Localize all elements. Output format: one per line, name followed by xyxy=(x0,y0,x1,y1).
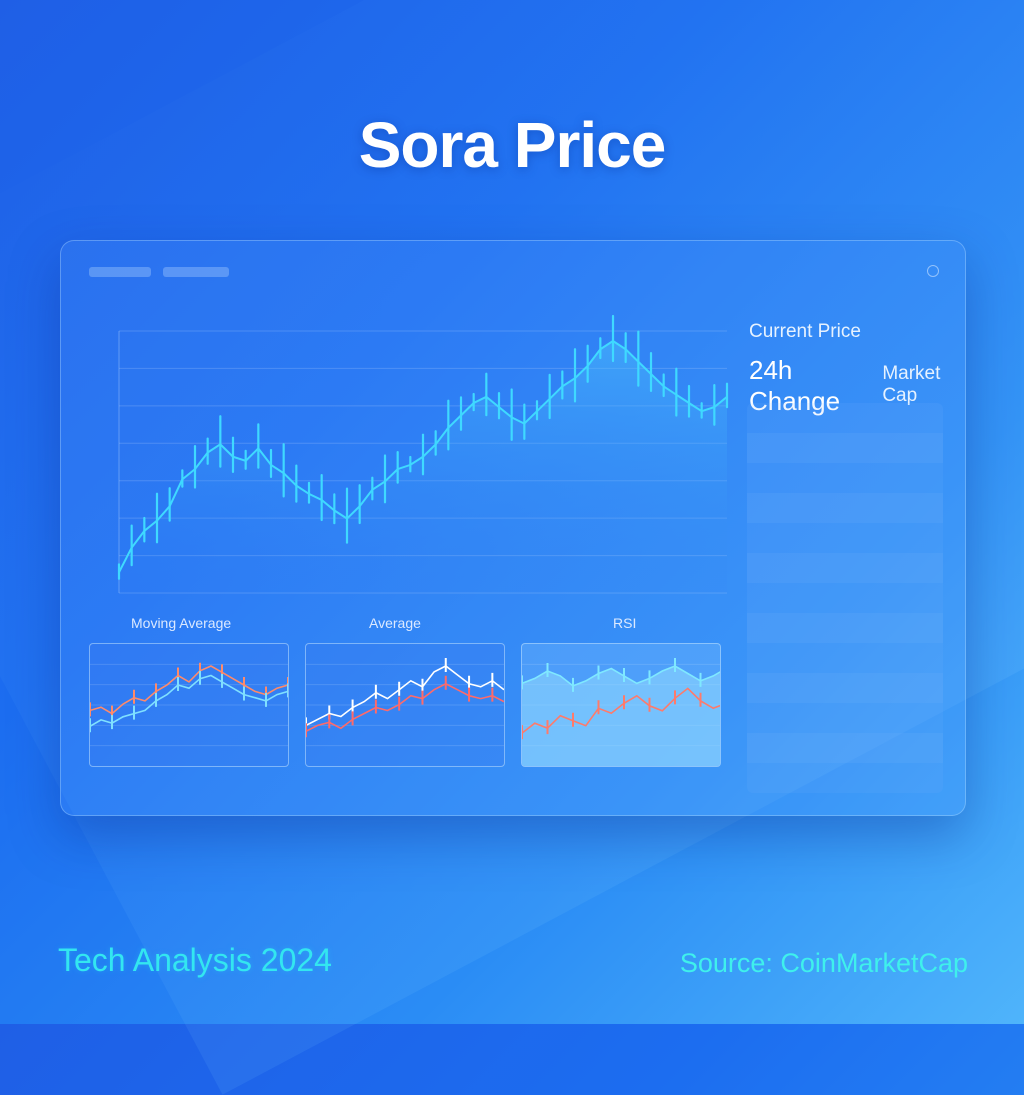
moving-average-label: Moving Average xyxy=(131,615,232,631)
mini-chart-rsi xyxy=(521,643,721,767)
table-row xyxy=(747,553,943,583)
stats-panel: Current Price 24h Change Market Cap xyxy=(749,321,965,417)
current-price-label: Current Price xyxy=(749,321,861,342)
mini-chart-moving-average xyxy=(89,643,289,767)
market-table xyxy=(747,403,943,793)
price-chart xyxy=(117,314,729,594)
dashboard-panel: Current Price 24h Change Market Cap Movi… xyxy=(60,240,966,816)
tab-bar xyxy=(89,267,229,277)
market-cap-label: Market Cap xyxy=(882,363,941,406)
table-row xyxy=(747,673,943,703)
table-row xyxy=(747,703,943,733)
mini-line xyxy=(90,674,288,727)
page-title: Sora Price xyxy=(358,109,667,181)
table-row xyxy=(747,523,943,553)
table-row xyxy=(747,613,943,643)
mini-line xyxy=(90,665,288,715)
average-label: Average xyxy=(369,615,421,631)
settings-icon[interactable] xyxy=(927,265,939,277)
table-row xyxy=(747,643,943,673)
footer-tagline: Tech Analysis 2024 xyxy=(58,942,332,978)
table-row xyxy=(747,463,943,493)
mini-line xyxy=(306,682,504,733)
tab-placeholder-2[interactable] xyxy=(163,267,229,277)
change-label: 24h Change xyxy=(749,355,841,416)
mini-line xyxy=(306,665,504,727)
table-row xyxy=(747,733,943,763)
rsi-label: RSI xyxy=(613,615,637,631)
mini-area xyxy=(522,666,720,766)
mini-chart-average xyxy=(305,643,505,767)
table-row xyxy=(747,583,943,613)
table-row xyxy=(747,493,943,523)
table-row xyxy=(747,433,943,463)
tab-placeholder-1[interactable] xyxy=(89,267,151,277)
table-row xyxy=(747,403,943,433)
footer-source: Source: CoinMarketCap xyxy=(679,948,968,978)
table-row xyxy=(747,763,943,793)
